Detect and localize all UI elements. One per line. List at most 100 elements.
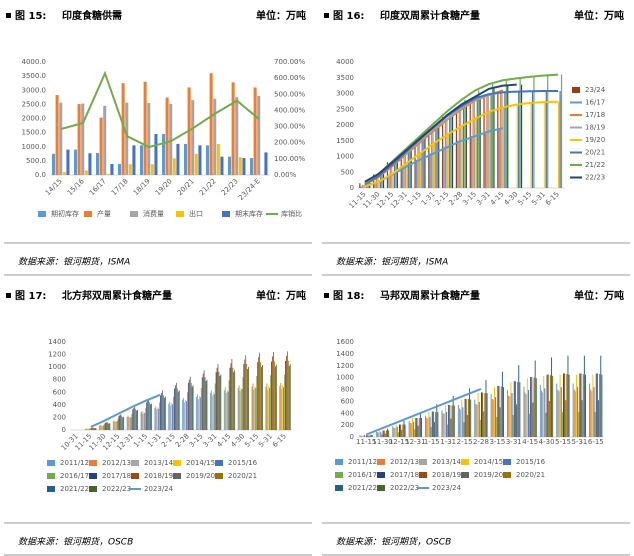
source: 数据来源：银河期货，OSCB [18,537,133,548]
bar [244,359,246,430]
bar [213,98,217,175]
bar [87,428,88,430]
bar [223,390,225,430]
bar [197,394,198,430]
bar [432,411,434,437]
legend-label: 2012/13 [390,458,419,466]
bar [596,373,598,437]
bar [90,428,92,430]
bar [572,383,574,437]
bar [230,363,232,430]
bar [464,399,466,437]
line-series [364,100,559,188]
bar [545,412,547,437]
bar [286,355,287,430]
x-tick-label: 17/18 [110,177,130,197]
bar [496,416,498,437]
legend-label: 2013/14 [432,458,462,466]
bar [112,421,114,430]
y-tick-label: 3000 [336,90,354,98]
x-tick-label: 4-30 [229,432,246,449]
bar [259,352,261,430]
bar [81,103,85,175]
bar [132,145,136,175]
x-tick-label: 2-15 [457,438,473,446]
bar [443,413,445,437]
bar [163,397,165,430]
bar [501,371,503,437]
bar [392,173,394,188]
header-mark [324,13,329,18]
bar [497,93,499,188]
bar [175,385,176,430]
bar [55,95,59,175]
bar [451,405,453,437]
bar [93,428,95,430]
bar [540,390,542,437]
legend-label: 消费量 [143,209,164,218]
bar [143,412,145,430]
bar [120,414,122,430]
bar [395,161,397,188]
bar [191,386,193,430]
bar [415,418,417,437]
figure-label: 图 18: [333,290,364,302]
bar [379,430,381,437]
bar [489,111,491,188]
bar [552,375,554,437]
y-tick-label: 0.0 [35,171,46,179]
bar [495,397,497,437]
bar [494,387,495,437]
bar [592,374,594,437]
legend-label: 2015/16 [516,458,546,466]
y-tick-label: 1200 [336,362,354,370]
line-series [90,393,161,428]
y2-tick-label: 0.00% [274,171,297,179]
bar [255,387,257,430]
bar [161,392,162,430]
bar [490,94,492,188]
bar [457,404,459,437]
y-tick-label: 400 [341,409,354,417]
bar [517,381,519,437]
bar [436,404,438,437]
bar [451,114,454,188]
bar [416,418,418,437]
legend-label: 2020/21 [228,472,257,480]
bar [422,136,425,188]
y-tick-label: 1500 [336,137,354,145]
bar [471,136,473,188]
bar [389,165,391,188]
bar [187,382,189,430]
bar [551,357,553,437]
x-tick-label: 4-15 [522,438,538,446]
bar [526,378,528,437]
bar [479,419,481,437]
bar [576,374,577,437]
x-tick-label: 5-15 [516,190,533,207]
bar [174,388,175,430]
bar [206,379,208,430]
x-tick-label: 23/24-E [237,177,262,202]
bar [429,153,431,188]
bar [369,435,371,437]
bar [173,396,174,430]
x-tick-label: 1-31 [146,432,163,449]
bar [374,181,376,188]
bar [89,428,91,430]
bar [266,383,268,430]
bar [257,362,259,430]
bar [500,90,502,188]
bar [231,82,235,175]
legend-label: 2018/19 [144,472,173,480]
legend-swatch [84,211,92,217]
legend-swatch [173,473,181,479]
x-tick-label: 4-15 [489,190,506,207]
bar [147,400,149,430]
bar [589,383,591,437]
bar [548,400,550,437]
y-tick-label: 2000 [336,121,354,129]
bar [410,150,412,188]
x-tick-label: 22/23 [220,177,240,197]
bar [519,78,521,188]
